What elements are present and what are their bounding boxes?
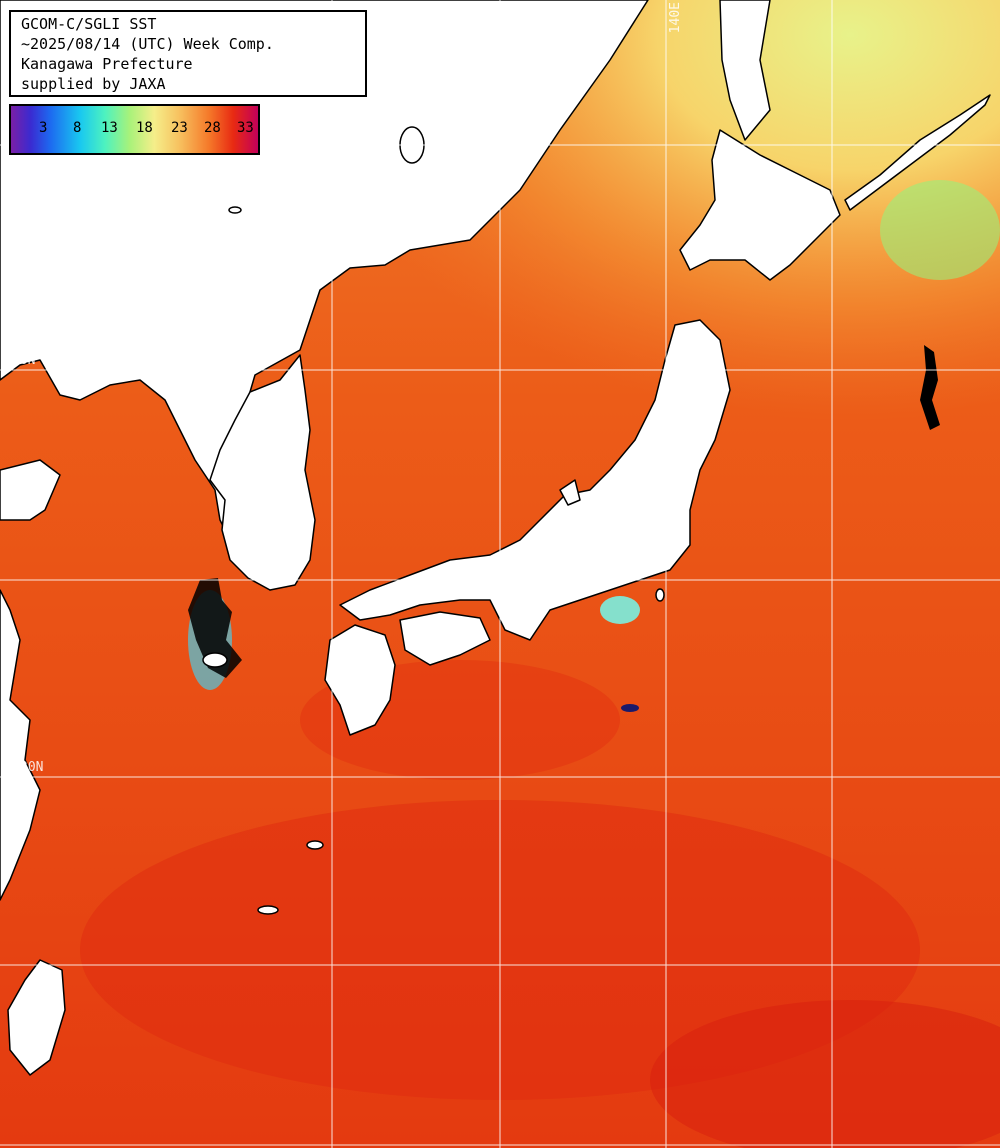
land-jeju <box>202 652 228 668</box>
cool-patch <box>880 180 1000 280</box>
land-taiwan <box>7 959 66 1076</box>
land-korea <box>209 354 316 591</box>
legend-tick: 23 <box>171 120 188 136</box>
legend-tick: 13 <box>101 120 118 136</box>
cool-patch <box>600 596 640 624</box>
title-date: ~2025/08/14 (UTC) Week Comp. <box>21 35 274 53</box>
land-hokkaido <box>679 129 841 281</box>
title-region: Kanagawa Prefecture <box>21 55 193 73</box>
land-island <box>257 905 279 915</box>
grid-label-140e: 140E <box>668 2 683 34</box>
legend-tick: 3 <box>39 120 48 136</box>
grid-label-40n: 40N <box>12 353 36 368</box>
land-china-east <box>0 459 61 521</box>
cloud-mask <box>920 345 940 430</box>
legend-tick: 33 <box>237 120 254 136</box>
title-product: GCOM-C/SGLI SST <box>21 15 157 33</box>
land-sakhalin <box>719 0 771 141</box>
warm-patch <box>650 1000 1000 1148</box>
legend-tick: 8 <box>73 120 82 136</box>
land-kuril <box>844 94 991 211</box>
cloud-mask <box>188 578 242 678</box>
land-island <box>655 588 665 602</box>
land-noto <box>559 479 581 506</box>
land-shikoku <box>399 611 491 666</box>
title-box: GCOM-C/SGLI SST ~2025/08/14 (UTC) Week C… <box>9 10 367 97</box>
land-china-coast <box>0 589 41 901</box>
title-supplier: supplied by JAXA <box>21 75 166 93</box>
grid-label-30n: 30N <box>20 760 44 775</box>
color-legend: 3 8 13 18 23 28 33 <box>9 104 260 155</box>
land-island <box>228 206 242 214</box>
legend-labels: 3 8 13 18 23 28 33 <box>11 120 258 140</box>
legend-tick: 28 <box>204 120 221 136</box>
land-island <box>306 840 324 850</box>
cloud-mask <box>621 704 639 712</box>
legend-tick: 18 <box>136 120 153 136</box>
